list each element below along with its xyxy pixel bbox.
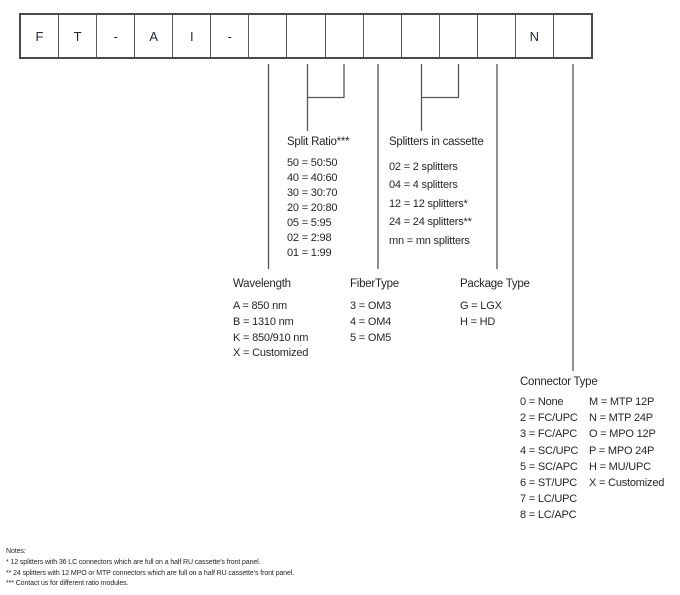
list-item: O = MPO 12P [589,428,656,441]
note-line: ** 24 splitters with 12 MPO or MTP conne… [6,569,295,577]
part-code-cell: N [516,15,554,57]
list-item: X = Customized [589,477,665,490]
connector-type-title: Connector Type [520,376,598,388]
section-split-ratio: Split Ratio*** 50 = 50:50 40 = 40:60 30 … [287,135,350,261]
package-type-items: G = LGX H = HD [460,299,530,331]
list-item: 02 = 2:98 [287,232,332,244]
list-item: 2 = FC/UPC [520,412,578,425]
notes-block: Notes: * 12 splitters with 36 LC connect… [6,547,294,590]
list-item: H = MU/UPC [589,460,651,473]
list-item: mn = mn splitters [389,234,470,247]
list-item: 40 = 40:60 [287,172,338,184]
connector-type-columns: 0 = None 2 = FC/UPC 3 = FC/APC 4 = SC/UP… [520,394,664,524]
part-code-cell: A [135,15,174,57]
part-code-row: F T - A I - N [19,13,593,59]
part-code-cell: I [173,15,212,57]
splitters-in-cassette-items: 02 = 2 splitters 04 = 4 splitters 12 = 1… [389,158,483,250]
list-item: G = LGX [460,300,502,312]
list-item: 4 = SC/UPC [520,444,579,457]
part-code-cell: - [97,15,136,57]
section-package-type: Package Type G = LGX H = HD [460,277,530,331]
list-item: 0 = None [520,396,564,408]
list-item: 24 = 24 splitters** [389,216,472,229]
connector-type-right-column: M = MTP 12P N = MTP 24P O = MPO 12P P = … [589,394,664,524]
splitters-in-cassette-title: Splitters in cassette [389,136,484,148]
section-connector-type: Connector Type 0 = None 2 = FC/UPC 3 = F… [520,375,664,524]
section-fiber-type: FiberType 3 = OM3 4 = OM4 5 = OM5 [350,277,399,346]
list-item: 5 = OM5 [350,331,392,344]
list-item: 3 = OM3 [350,300,392,312]
wavelength-title: Wavelength [233,278,291,290]
notes-heading: Notes: [6,548,26,555]
list-item: 20 = 20:80 [287,202,338,214]
fiber-type-title: FiberType [350,278,399,290]
list-item: 30 = 30:70 [287,187,338,199]
wavelength-items: A = 850 nm B = 1310 nm K = 850/910 nm X … [233,299,308,362]
list-item: P = MPO 24P [589,444,655,457]
part-code-cell [440,15,478,57]
list-item: 6 = ST/UPC [520,477,577,490]
list-item: 50 = 50:50 [287,157,338,169]
list-item: 01 = 1:99 [287,247,332,259]
note-line: *** Contact us for different ratio modul… [6,580,129,588]
list-item: B = 1310 nm [233,315,294,328]
part-code-cell [364,15,402,57]
list-item: 3 = FC/APC [520,428,577,441]
split-ratio-items: 50 = 50:50 40 = 40:60 30 = 30:70 20 = 20… [287,156,349,261]
list-item: 04 = 4 splitters [389,179,458,192]
list-item: H = HD [460,315,496,328]
part-code-cell [554,15,591,57]
split-ratio-title: Split Ratio*** [287,136,350,148]
list-item: 12 = 12 splitters* [389,197,468,210]
list-item: 05 = 5:95 [287,217,332,229]
section-splitters-in-cassette: Splitters in cassette 02 = 2 splitters 0… [389,135,484,250]
part-code-cell [287,15,326,57]
part-code-cell: F [21,15,60,57]
part-code-cell [478,15,516,57]
part-code-cell: T [59,15,98,57]
note-line: * 12 splitters with 36 LC connectors whi… [6,558,261,566]
section-wavelength: Wavelength A = 850 nm B = 1310 nm K = 85… [233,277,308,362]
list-item: A = 850 nm [233,300,287,312]
fiber-type-items: 3 = OM3 4 = OM4 5 = OM5 [350,299,399,346]
list-item: 8 = LC/APC [520,509,577,522]
list-item: X = Customized [233,347,309,360]
list-item: M = MTP 12P [589,396,655,408]
part-code-cell: - [211,15,250,57]
list-item: 02 = 2 splitters [389,161,458,173]
part-code-cell [326,15,364,57]
part-code-cell [402,15,440,57]
list-item: 5 = SC/APC [520,460,578,473]
connector-type-left-column: 0 = None 2 = FC/UPC 3 = FC/APC 4 = SC/UP… [520,394,589,524]
list-item: 4 = OM4 [350,315,392,328]
list-item: 7 = LC/UPC [520,493,577,506]
list-item: N = MTP 24P [589,412,653,425]
list-item: K = 850/910 nm [233,331,309,344]
part-code-cell [249,15,288,57]
package-type-title: Package Type [460,278,530,290]
